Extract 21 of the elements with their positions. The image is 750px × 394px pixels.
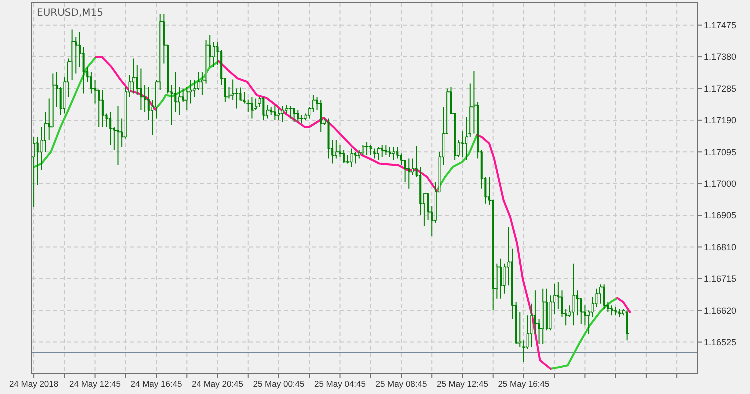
x-tick-label: 25 May 12:45	[436, 379, 489, 389]
x-tick-label: 24 May 20:45	[192, 379, 244, 389]
x-tick-label: 25 May 00:45	[253, 379, 306, 389]
y-tick-label: 1.16525	[704, 337, 737, 348]
y-tick-label: 1.17285	[704, 84, 737, 94]
y-tick-label: 1.17000	[704, 178, 737, 189]
y-tick-label: 1.17095	[704, 147, 737, 158]
y-tick-label: 1.16905	[704, 210, 737, 221]
x-tick-label: 25 May 16:45	[498, 379, 550, 389]
x-tick-label: 25 May 08:45	[376, 379, 428, 389]
x-tick-label: 24 May 12:45	[70, 379, 122, 389]
x-tick-label: 25 May 04:45	[314, 379, 366, 389]
x-tick-label: 24 May 16:45	[130, 379, 183, 389]
x-tick-label: 24 May 2018	[9, 379, 59, 389]
y-tick-label: 1.17380	[704, 52, 737, 62]
text: EURUSD,M15	[37, 8, 104, 19]
y-tick-label: 1.16810	[704, 242, 737, 252]
y-tick-label: 1.16620	[704, 306, 737, 316]
y-tick-label: 1.17190	[704, 116, 737, 126]
y-tick-label: 1.16715	[704, 274, 737, 284]
y-tick-label: 1.17475	[704, 20, 737, 31]
